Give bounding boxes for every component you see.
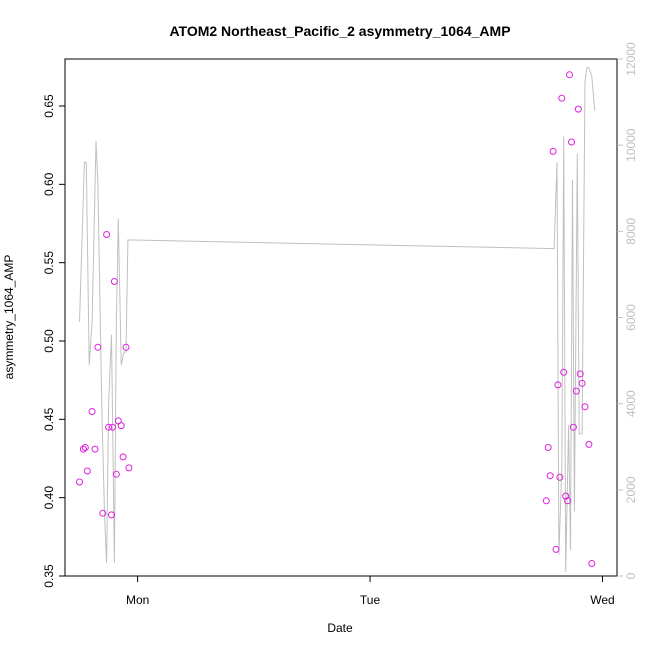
series-line-group [79,67,596,572]
x-tick-label: Mon [126,593,149,607]
data-point [122,343,130,351]
x-tick-label: Wed [590,593,614,607]
y-tick-label: 0.60 [42,172,56,196]
y-tick-label: 0.65 [42,94,56,118]
data-point [549,147,557,155]
data-point [119,453,127,461]
data-point [94,343,102,351]
data-point [544,444,552,451]
y2-tick-label: 2000 [624,476,638,503]
series-line [79,67,596,572]
y-axis-left: 0.35 0.40 0.45 0.50 0.55 0.60 0.65 [42,94,65,588]
data-point [112,470,120,478]
data-point [76,478,83,486]
y-tick-label: 0.40 [42,486,56,510]
data-point [588,560,596,567]
data-point [576,370,584,378]
data-point [560,368,568,376]
y-axis-label: asymmetry_1064_AMP [2,255,16,380]
y2-tick-label: 6000 [624,304,638,331]
data-point [99,509,107,517]
x-axis-label: Date [327,621,353,635]
y-tick-label: 0.35 [42,564,56,588]
data-point [566,71,573,79]
data-point [542,497,550,505]
y2-tick-label: 0 [624,572,638,579]
data-point [574,105,582,113]
data-point [568,138,575,146]
data-point [110,278,118,285]
data-point [88,408,96,415]
chart-title: ATOM2 Northeast_Pacific_2 asymmetry_1064… [169,23,510,39]
data-point [546,472,554,480]
data-point [109,423,116,431]
y2-tick-label: 12000 [624,42,638,76]
data-point [554,381,562,389]
data-point [79,445,87,453]
data-point [108,511,115,519]
y-tick-label: 0.55 [42,251,56,275]
data-point [569,423,577,431]
data-point [556,473,564,481]
data-point [572,387,580,395]
plot-frame [64,58,618,577]
series-points-group [76,71,596,567]
data-point [558,94,566,102]
data-point [562,492,570,500]
y2-tick-label: 10000 [624,128,638,162]
data-point [585,440,593,448]
data-point [81,444,89,451]
data-point [103,231,111,238]
data-point [125,464,133,472]
data-point [581,403,589,411]
x-tick-label: Tue [360,593,381,607]
x-axis: Mon Tue Wed [126,576,615,607]
y-tick-label: 0.50 [42,329,56,353]
y-tick-label: 0.45 [42,407,56,431]
data-point [83,467,91,475]
data-point [91,445,99,453]
y2-tick-label: 4000 [624,390,638,417]
y2-tick-label: 8000 [624,218,638,245]
y-axis-right: 0 2000 4000 6000 8000 10000 12000 [617,42,638,579]
data-point [117,422,125,430]
data-point [564,497,572,505]
data-point [578,379,586,387]
data-point [552,545,560,553]
data-point [105,423,113,431]
